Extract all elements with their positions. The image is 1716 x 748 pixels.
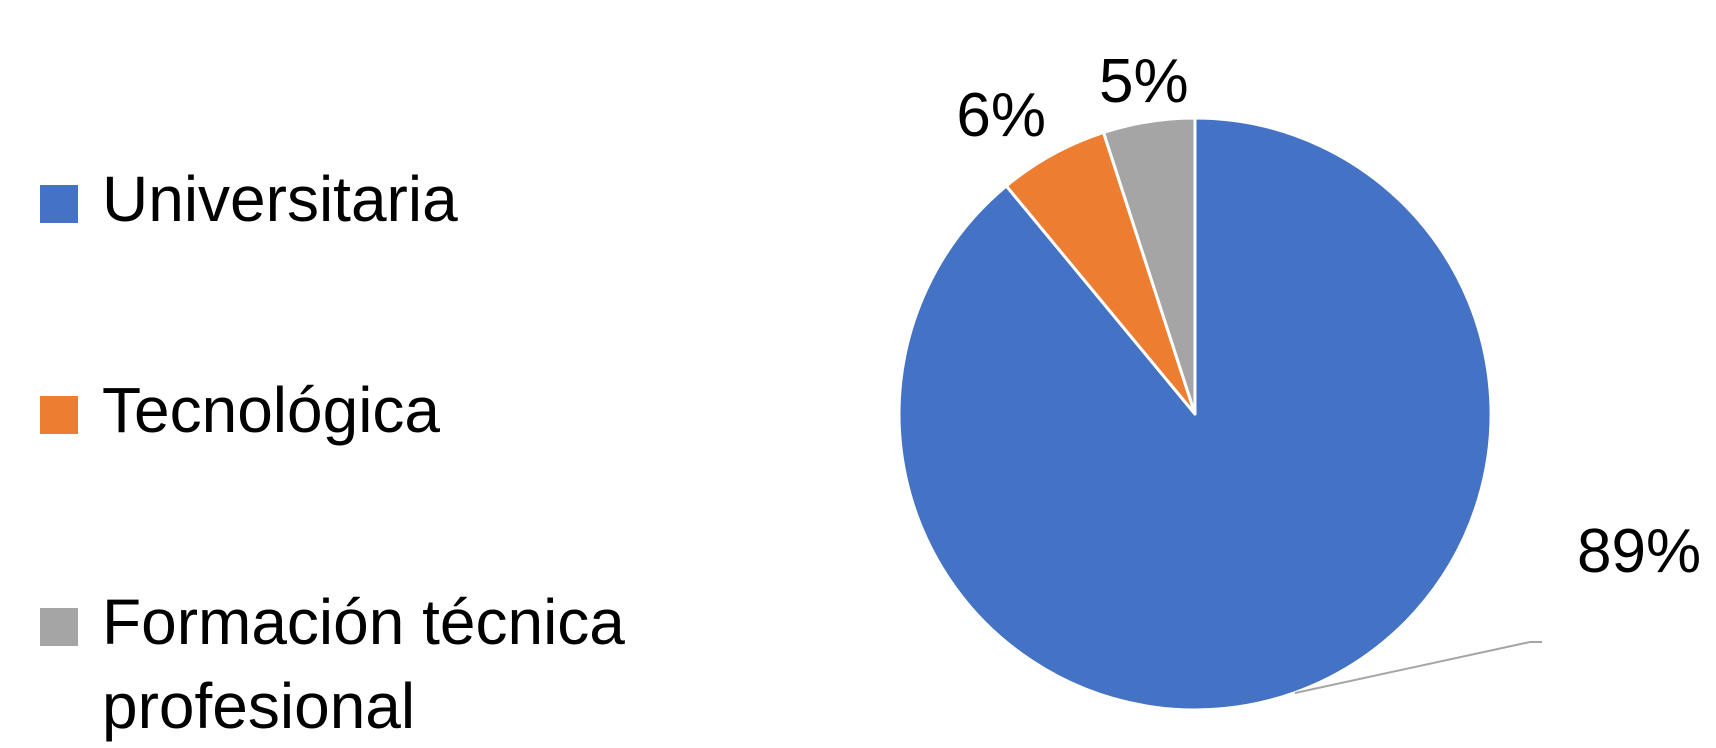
legend-swatch-formacion-tecnica: [40, 608, 78, 646]
legend-swatch-universitaria: [40, 185, 78, 223]
data-label-universitaria: 89%: [1577, 517, 1701, 586]
legend-item-universitaria: Universitaria: [40, 157, 458, 241]
data-label-tecnologica: 6%: [956, 81, 1046, 150]
data-label-formacion-tecnica: 5%: [1099, 47, 1189, 116]
legend-swatch-tecnologica: [40, 396, 78, 434]
legend-label-formacion-tecnica: Formación técnica profesional: [102, 586, 625, 742]
leader-line-universitaria: [1294, 641, 1542, 694]
legend-label-tecnologica: Tecnológica: [102, 374, 440, 446]
chart-legend: Universitaria Tecnológica Formación técn…: [40, 0, 760, 742]
legend-item-formacion-tecnica: Formación técnica profesional: [40, 580, 625, 748]
legend-label-universitaria: Universitaria: [102, 163, 458, 235]
pie-slice-formacion-tecnica: [1102, 116, 1197, 416]
legend-item-tecnologica: Tecnológica: [40, 368, 440, 452]
